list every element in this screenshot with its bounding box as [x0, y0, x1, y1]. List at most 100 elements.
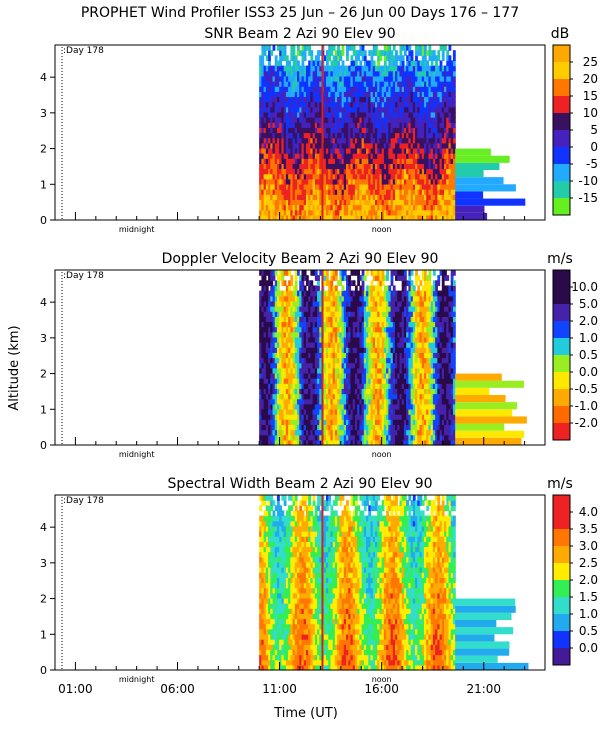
- heatmap-cell: [412, 163, 416, 170]
- heatmap-cell: [283, 280, 287, 287]
- heatmap-cell: [341, 419, 345, 426]
- heatmap-cell: [263, 81, 267, 87]
- heatmap-cell: [325, 383, 329, 389]
- heatmap-cell: [294, 142, 298, 149]
- heatmap-cell: [317, 295, 320, 302]
- heatmap-cell: [332, 424, 336, 431]
- heatmap-cell: [361, 342, 365, 348]
- heatmap-cell: [412, 127, 416, 134]
- heatmap-cell: [259, 352, 262, 359]
- heatmap-cell: [285, 96, 289, 103]
- heatmap-cell: [428, 101, 432, 108]
- heatmap-cell: [276, 117, 280, 123]
- heatmap-cell: [350, 347, 354, 353]
- heatmap-cell: [370, 352, 374, 359]
- heatmap-cell: [354, 372, 358, 379]
- heatmap-cell: [441, 194, 445, 201]
- heatmap-cell: [310, 295, 314, 302]
- heatmap-cell: [303, 295, 307, 302]
- heatmap-cell: [401, 199, 405, 206]
- heatmap-cell: [357, 122, 360, 128]
- heatmap-cell: [386, 290, 389, 297]
- heatmap-cell: [386, 70, 389, 77]
- heatmap-cell: [310, 209, 314, 216]
- heatmap-cell: [399, 117, 403, 123]
- heatmap-cell: [446, 158, 450, 164]
- heatmap-cell: [372, 295, 376, 302]
- heatmap-cell: [386, 295, 389, 302]
- heatmap-cell: [455, 170, 484, 178]
- heatmap-cell: [270, 50, 274, 56]
- heatmap-cell: [259, 316, 262, 323]
- heatmap-cell: [366, 306, 369, 312]
- heatmap-cell: [410, 199, 414, 206]
- heatmap-cell: [288, 434, 291, 441]
- heatmap-cell: [401, 194, 405, 201]
- heatmap-cell: [419, 101, 423, 108]
- heatmap-cell: [452, 96, 456, 103]
- heatmap-cell: [319, 189, 323, 195]
- heatmap-cell: [265, 331, 269, 338]
- heatmap-cell: [372, 336, 376, 343]
- heatmap-cell: [297, 173, 300, 180]
- heatmap-cell: [292, 290, 296, 297]
- heatmap-cell: [352, 194, 356, 201]
- heatmap-cell: [401, 153, 405, 159]
- heatmap-cell: [452, 127, 456, 134]
- heatmap-cell: [279, 55, 283, 62]
- heatmap-cell: [314, 316, 318, 323]
- heatmap-cell: [441, 45, 445, 51]
- heatmap-cell: [435, 70, 438, 77]
- heatmap-cell: [354, 173, 358, 180]
- heatmap-cell: [332, 362, 336, 369]
- heatmap-cell: [441, 55, 445, 62]
- heatmap-cell: [374, 285, 378, 292]
- heatmap-cell: [319, 270, 323, 276]
- heatmap-cell: [303, 311, 307, 317]
- heatmap-cell: [426, 96, 430, 103]
- heatmap-cell: [352, 321, 356, 328]
- heatmap-cell: [299, 331, 303, 338]
- heatmap-cell: [330, 199, 334, 206]
- heatmap-cell: [341, 194, 345, 201]
- heatmap-cell: [388, 362, 392, 369]
- heatmap-cell: [283, 393, 287, 400]
- heatmap-cell: [348, 204, 352, 211]
- heatmap-cell: [352, 300, 356, 307]
- heatmap-cell: [334, 204, 338, 211]
- heatmap-cell: [332, 347, 336, 353]
- heatmap-cell: [395, 300, 398, 307]
- heatmap-cell: [403, 194, 407, 201]
- heatmap-cell: [359, 137, 363, 144]
- heatmap-cell: [272, 275, 276, 281]
- heatmap-cell: [381, 383, 385, 389]
- heatmap-cell: [279, 311, 283, 317]
- heatmap-cell: [283, 50, 287, 56]
- heatmap-cell: [359, 295, 363, 302]
- heatmap-cell: [299, 362, 303, 369]
- heatmap-cell: [265, 214, 269, 221]
- heatmap-cell: [332, 137, 336, 144]
- heatmap-cell: [339, 414, 343, 420]
- heatmap-cell: [452, 163, 456, 170]
- heatmap-cell: [452, 173, 456, 180]
- heatmap-cell: [283, 106, 287, 113]
- heatmap-cell: [312, 91, 316, 98]
- heatmap-cell: [294, 316, 298, 323]
- heatmap-cell: [261, 424, 265, 431]
- heatmap-cell: [374, 163, 378, 170]
- heatmap-cell: [366, 398, 369, 405]
- heatmap-cell: [397, 189, 401, 195]
- heatmap-cell: [341, 321, 345, 328]
- heatmap-cell: [341, 352, 345, 359]
- heatmap-cell: [350, 60, 354, 67]
- heatmap-cell: [432, 209, 436, 216]
- heatmap-cell: [292, 342, 296, 348]
- heatmap-cell: [435, 65, 438, 72]
- heatmap-cell: [323, 183, 327, 190]
- heatmap-cell: [379, 290, 383, 297]
- heatmap-cell: [281, 111, 285, 118]
- heatmap-cell: [343, 117, 347, 123]
- heatmap-cell: [263, 183, 267, 190]
- heatmap-cell: [395, 311, 398, 317]
